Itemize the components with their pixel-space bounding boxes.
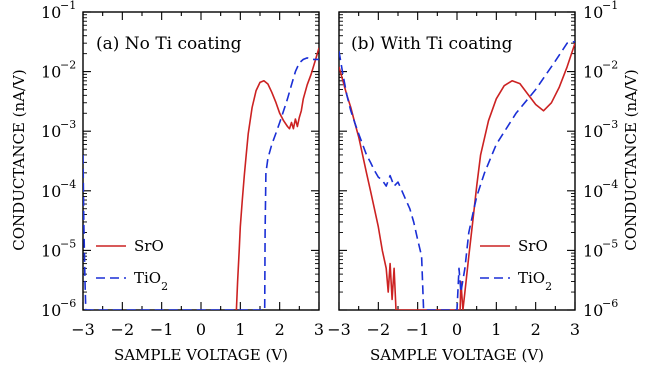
x-tick-label: −3 xyxy=(327,320,351,339)
y-tick-exponent: −6 xyxy=(602,297,618,310)
series-line-sro xyxy=(235,47,319,310)
x-tick-labels-right: −3 −2 −1 0 1 2 3 xyxy=(327,320,580,339)
x-tick-label: 1 xyxy=(491,320,501,339)
x-tick-label: 2 xyxy=(531,320,541,339)
series-left xyxy=(83,47,319,310)
ticks-right xyxy=(338,11,576,311)
x-tick-label: −3 xyxy=(71,320,95,339)
y-tick-label: 10 xyxy=(41,182,61,201)
series-line-sro xyxy=(339,42,575,310)
plot-frame-left xyxy=(82,11,320,311)
y-tick-label: 10 xyxy=(583,301,603,320)
panel-title-right: (b) With Ti coating xyxy=(351,34,513,54)
y-tick-exponent: −1 xyxy=(602,0,618,12)
ticks-left xyxy=(82,11,320,311)
y-tick-label: 10 xyxy=(41,301,61,320)
y-tick-label: 10 xyxy=(41,63,61,82)
y-axis-title-left: CONDUCTANCE (nA/V) xyxy=(10,69,28,250)
panel-title-left: (a) No Ti coating xyxy=(96,34,242,54)
legend-label: SrO xyxy=(518,237,548,255)
plot-frame-right xyxy=(338,11,576,311)
y-tick-label: 10 xyxy=(41,241,61,260)
legend-left: SrO TiO2 xyxy=(96,237,168,293)
y-tick-exponent: −3 xyxy=(60,118,76,131)
x-tick-label: −2 xyxy=(367,320,391,339)
y-tick-label: 10 xyxy=(41,3,61,22)
x-axis-title-left: SAMPLE VOLTAGE (V) xyxy=(114,346,288,364)
x-tick-label: −2 xyxy=(111,320,135,339)
legend-label-subscript: 2 xyxy=(545,280,552,293)
title-backdrop-right xyxy=(345,30,530,56)
y-tick-labels-right: 10−610−510−410−310−210−1 xyxy=(583,0,618,320)
y-tick-exponent: −1 xyxy=(60,0,76,12)
y-tick-exponent: −3 xyxy=(602,118,618,131)
y-tick-labels-left: 10−610−510−410−310−210−1 xyxy=(41,0,76,320)
title-backdrop-left xyxy=(90,30,260,56)
x-tick-label: 2 xyxy=(275,320,285,339)
x-tick-label: 0 xyxy=(196,320,206,339)
y-tick-exponent: −6 xyxy=(60,297,76,310)
y-axis-title-right: CONDUCTANCE (nA/V) xyxy=(622,69,640,250)
legend-label-subscript: 2 xyxy=(161,280,168,293)
y-tick-label: 10 xyxy=(583,63,603,82)
x-tick-label: −1 xyxy=(406,320,430,339)
legend-label: TiO2 xyxy=(134,269,168,293)
x-tick-label: −1 xyxy=(150,320,174,339)
x-tick-label: 1 xyxy=(235,320,245,339)
x-tick-label: 0 xyxy=(452,320,462,339)
y-tick-label: 10 xyxy=(41,122,61,141)
y-tick-label: 10 xyxy=(583,122,603,141)
x-axis-title-right: SAMPLE VOLTAGE (V) xyxy=(370,346,544,364)
x-tick-label: 3 xyxy=(314,320,324,339)
legend-right: SrO TiO2 xyxy=(480,237,552,293)
y-tick-label: 10 xyxy=(583,3,603,22)
legend-label: SrO xyxy=(134,237,164,255)
y-tick-exponent: −5 xyxy=(602,237,618,250)
y-tick-exponent: −4 xyxy=(602,178,618,191)
legend-label: TiO2 xyxy=(518,269,552,293)
y-tick-exponent: −2 xyxy=(60,59,76,72)
series-line-tio2 xyxy=(339,40,575,310)
series-right xyxy=(339,40,575,310)
y-tick-label: 10 xyxy=(583,182,603,201)
y-tick-exponent: −5 xyxy=(60,237,76,250)
series-line-tio2 xyxy=(83,57,319,310)
y-tick-exponent: −2 xyxy=(602,59,618,72)
x-tick-labels-left: −3 −2 −1 0 1 2 3 xyxy=(71,320,324,339)
x-tick-label: 3 xyxy=(570,320,580,339)
y-tick-label: 10 xyxy=(583,241,603,260)
y-tick-exponent: −4 xyxy=(60,178,76,191)
